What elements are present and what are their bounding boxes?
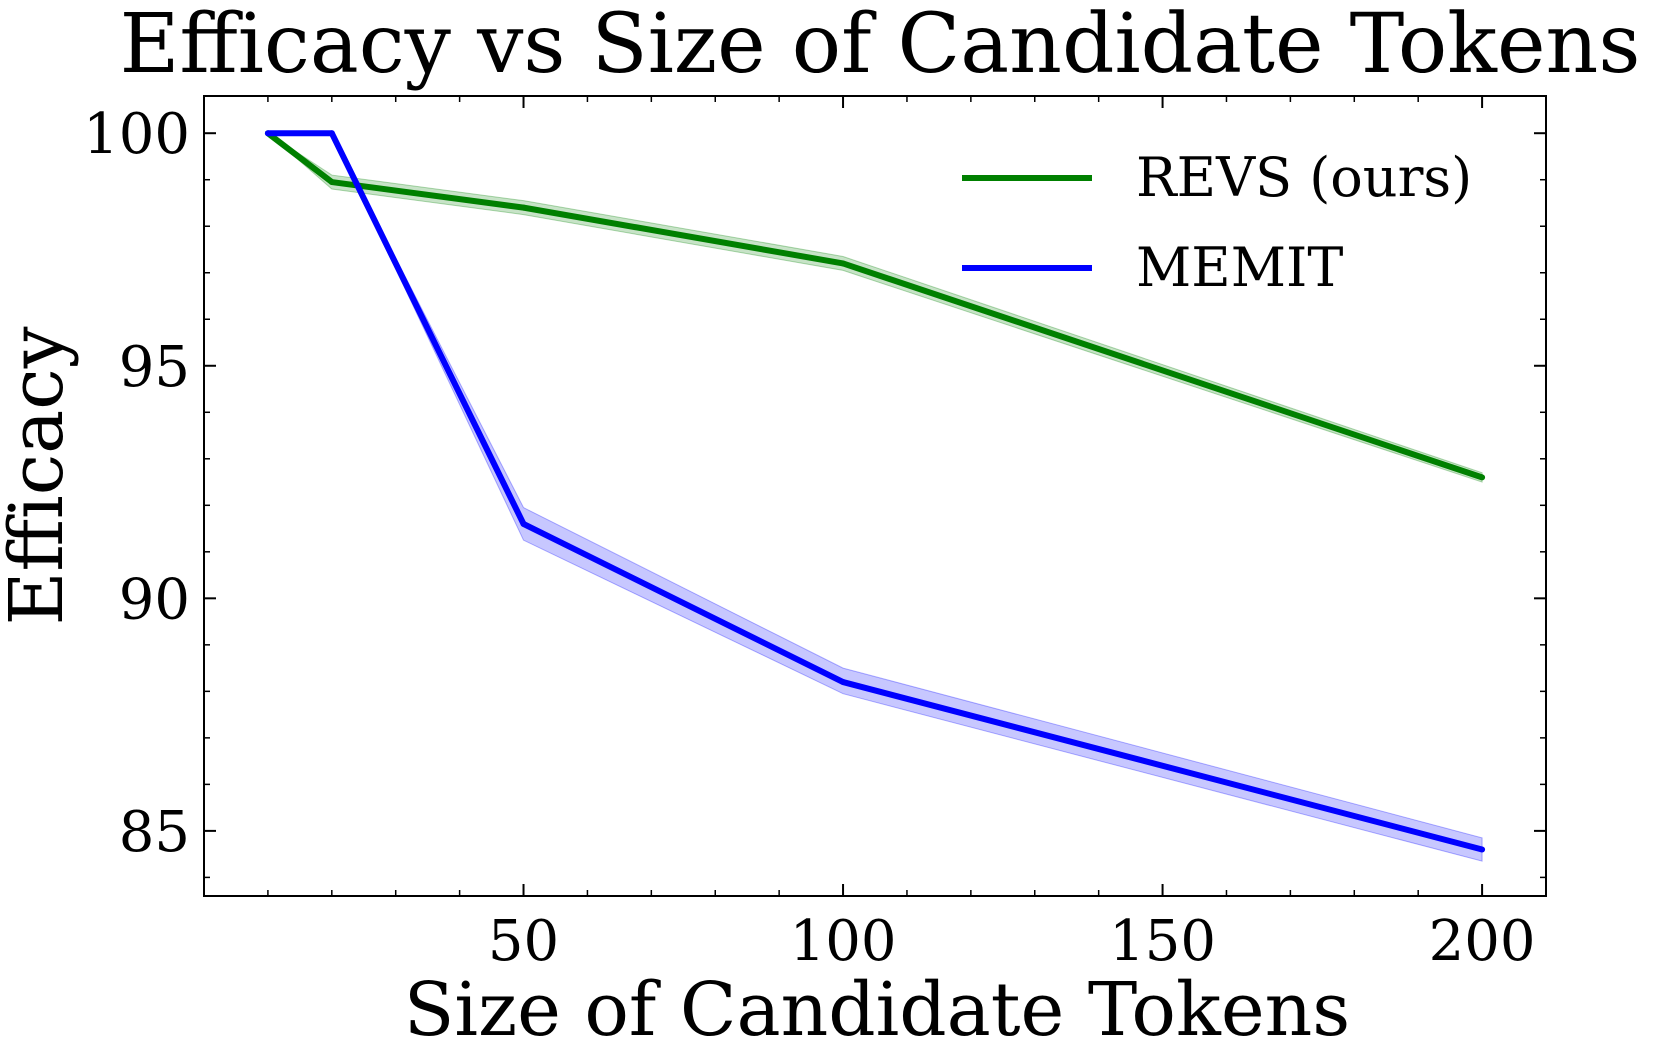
y-tick-label: 85: [119, 800, 190, 865]
data-point: [520, 520, 527, 527]
data-point: [840, 679, 847, 686]
data-point: [264, 130, 271, 137]
data-point: [328, 130, 335, 137]
plot-frame: [203, 95, 1547, 897]
y-tick-label: 95: [119, 335, 190, 400]
x-tick-label: 50: [488, 909, 559, 974]
legend: REVS (ours) MEMIT: [962, 146, 1472, 299]
chart-title: Efficacy vs Size of Candidate Tokens: [120, 0, 1641, 92]
data-point: [328, 179, 335, 186]
y-axis-label: Efficacy: [0, 326, 80, 625]
data-point: [1479, 846, 1486, 853]
legend-label: REVS (ours): [1136, 146, 1472, 209]
x-tick-label: 100: [790, 909, 897, 974]
data-point: [1479, 474, 1486, 481]
data-point: [520, 204, 527, 211]
y-tick-label: 100: [83, 102, 190, 167]
data-point: [840, 260, 847, 267]
x-axis-label: Size of Candidate Tokens: [404, 967, 1351, 1053]
y-tick-label: 90: [119, 567, 190, 632]
legend-label: MEMIT: [1136, 236, 1343, 299]
plot-area: 50 100 150 200 85 90 95 100: [83, 95, 1547, 974]
x-tick-label: 200: [1429, 909, 1536, 974]
x-tick-label: 150: [1109, 909, 1216, 974]
